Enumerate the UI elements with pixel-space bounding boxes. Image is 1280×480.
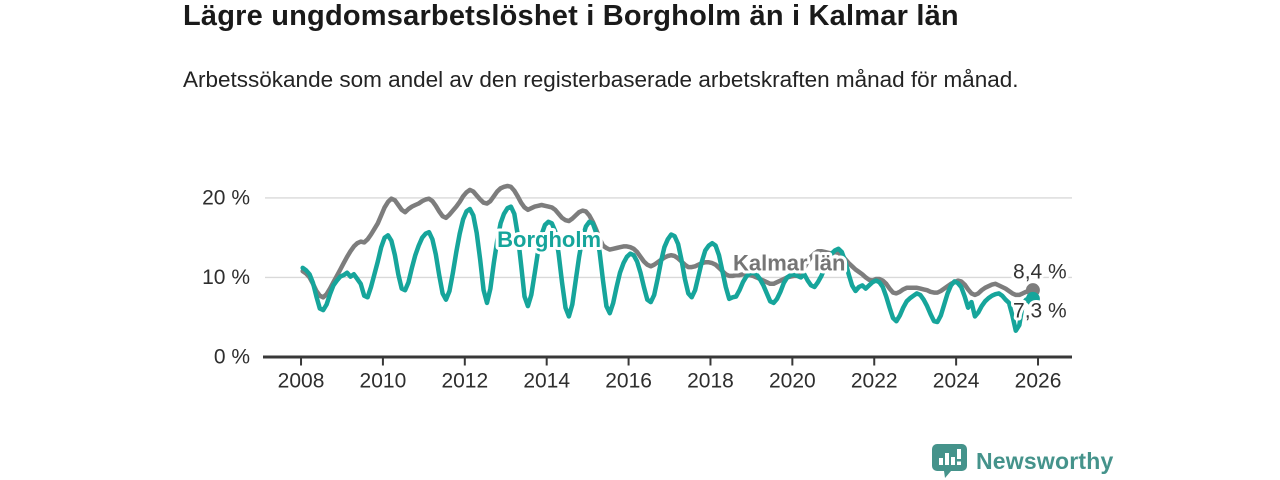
x-tick-label: 2026 xyxy=(1015,370,1062,393)
x-tick-label: 2024 xyxy=(933,370,980,393)
x-tick-label: 2016 xyxy=(605,370,652,393)
x-tick-label: 2018 xyxy=(687,370,734,393)
newsworthy-logo-text: Newsworthy xyxy=(976,447,1114,474)
chart-annotation: Kalmar län xyxy=(733,251,846,276)
newsworthy-branding: Newsworthy xyxy=(932,444,1113,478)
chart-annotation: 7,3 % xyxy=(1013,299,1067,322)
chart-subtitle: Arbetssökande som andel av den registerb… xyxy=(183,67,1019,92)
y-tick-label: 0 % xyxy=(214,346,250,369)
x-tick-label: 2008 xyxy=(278,370,325,393)
series-end-dot-borgholm xyxy=(1025,291,1040,306)
chart-annotation: 8,4 % xyxy=(1013,260,1067,283)
series-line-borgholm xyxy=(300,204,1036,333)
y-tick-label: 10 % xyxy=(202,266,250,289)
series-line-kalmar-län xyxy=(300,183,1036,300)
newsworthy-logo-icon xyxy=(932,444,967,478)
x-tick-label: 2010 xyxy=(360,370,407,393)
page-title: Lägre ungdomsarbetslöshet i Borgholm än … xyxy=(183,0,959,32)
x-tick-label: 2020 xyxy=(769,370,816,393)
chart-annotation: Borgholm xyxy=(497,227,601,252)
x-tick-label: 2012 xyxy=(441,370,488,393)
x-tick-label: 2022 xyxy=(851,370,898,393)
x-tick-label: 2014 xyxy=(523,370,570,393)
y-tick-label: 20 % xyxy=(202,186,250,209)
